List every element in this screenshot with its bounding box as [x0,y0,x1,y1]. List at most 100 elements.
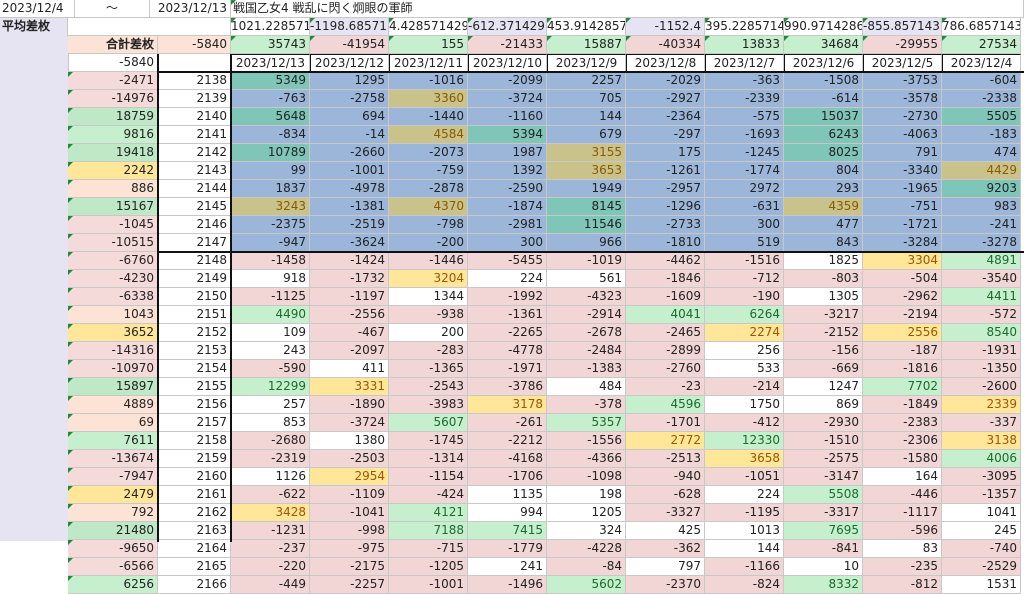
daily-value-cell[interactable]: -214 [705,378,784,396]
daily-value-cell[interactable]: 8025 [784,144,863,162]
daily-value-cell[interactable]: -1890 [310,396,389,414]
daily-value-cell[interactable]: -2678 [547,324,626,342]
daily-value-cell[interactable]: -1810 [626,234,705,252]
daily-value-cell[interactable]: -1721 [863,216,942,234]
daily-value-cell[interactable]: 1825 [784,252,863,270]
daily-value-cell[interactable]: -1508 [784,72,863,90]
row-sum-cell[interactable]: 69 [68,414,158,432]
daily-value-cell[interactable]: 4370 [389,198,468,216]
daily-value-cell[interactable]: 6243 [784,126,863,144]
daily-value-cell[interactable]: -1609 [626,288,705,306]
average-cell[interactable]: 395.2285714 [705,18,784,36]
daily-value-cell[interactable]: 966 [547,234,626,252]
total-label[interactable]: 合計差枚 [68,36,158,54]
daily-value-cell[interactable]: -998 [310,522,389,540]
average-cell[interactable]: 990.9714286 [784,18,863,36]
daily-value-cell[interactable]: -1361 [468,306,547,324]
average-cell[interactable]: -1198.68571 [310,18,389,36]
daily-value-cell[interactable]: -2099 [468,72,547,90]
daily-value-cell[interactable]: 5508 [784,486,863,504]
daily-value-cell[interactable]: -3540 [942,270,1021,288]
daily-value-cell[interactable]: -1098 [547,468,626,486]
daily-value-cell[interactable]: -940 [626,468,705,486]
daily-value-cell[interactable]: -622 [231,486,310,504]
daily-value-cell[interactable]: -2383 [863,414,942,432]
row-sum-cell[interactable]: -14316 [68,342,158,360]
daily-value-cell[interactable]: -1779 [468,540,547,558]
daily-value-cell[interactable]: -2338 [942,90,1021,108]
daily-value-cell[interactable]: -4978 [310,180,389,198]
daily-value-cell[interactable]: 474 [942,144,1021,162]
average-cell[interactable]: -612.371429 [468,18,547,36]
daily-value-cell[interactable]: -3095 [942,468,1021,486]
total-cell[interactable]: 34684 [784,36,863,54]
row-sum-cell[interactable]: -4230 [68,270,158,288]
date-header[interactable]: 2023/12/10 [468,54,547,72]
daily-value-cell[interactable]: -1516 [705,252,784,270]
daily-value-cell[interactable]: 1126 [231,468,310,486]
daily-value-cell[interactable]: -2957 [626,180,705,198]
daily-value-cell[interactable]: 245 [942,522,1021,540]
daily-value-cell[interactable]: 8540 [942,324,1021,342]
daily-value-cell[interactable]: 5505 [942,108,1021,126]
daily-value-cell[interactable]: -1849 [863,396,942,414]
daily-value-cell[interactable]: -2556 [310,306,389,324]
daily-value-cell[interactable]: 2772 [626,432,705,450]
daily-value-cell[interactable]: 477 [784,216,863,234]
daily-value-cell[interactable]: -1774 [705,162,784,180]
daily-value-cell[interactable]: -1701 [626,414,705,432]
daily-value-cell[interactable]: -1556 [547,432,626,450]
row-sum-cell[interactable]: -6760 [68,252,158,270]
daily-value-cell[interactable]: -261 [468,414,547,432]
daily-value-cell[interactable]: 1531 [942,576,1021,594]
daily-value-cell[interactable]: 5602 [547,576,626,594]
daily-value-cell[interactable]: -2097 [310,342,389,360]
start-date-cell[interactable]: 2023/12/4 [0,0,75,18]
daily-value-cell[interactable]: 9203 [942,180,1021,198]
daily-value-cell[interactable]: -572 [942,306,1021,324]
total-cell[interactable]: -41954 [310,36,389,54]
average-cell[interactable]: -855.857143 [863,18,942,36]
daily-value-cell[interactable]: -220 [231,558,310,576]
daily-value-cell[interactable]: 1041 [942,504,1021,522]
daily-value-cell[interactable]: 1247 [784,378,863,396]
daily-value-cell[interactable]: 257 [231,396,310,414]
daily-value-cell[interactable]: -740 [942,540,1021,558]
daily-value-cell[interactable]: -446 [863,486,942,504]
daily-value-cell[interactable]: 300 [705,216,784,234]
row-sum-cell[interactable]: 9816 [68,126,158,144]
daily-value-cell[interactable]: 694 [310,108,389,126]
daily-value-cell[interactable]: -2503 [310,450,389,468]
daily-value-cell[interactable]: -812 [863,576,942,594]
daily-value-cell[interactable]: -2878 [389,180,468,198]
daily-value-cell[interactable]: -5455 [468,252,547,270]
daily-value-cell[interactable]: 5648 [231,108,310,126]
daily-value-cell[interactable]: 4411 [942,288,1021,306]
daily-value-cell[interactable]: -2073 [389,144,468,162]
row-sum-cell[interactable]: 15897 [68,378,158,396]
daily-value-cell[interactable]: -1245 [705,144,784,162]
daily-value-cell[interactable]: -1440 [389,108,468,126]
daily-value-cell[interactable]: 12330 [705,432,784,450]
daily-value-cell[interactable]: 8145 [547,198,626,216]
daily-value-cell[interactable]: 175 [626,144,705,162]
row-sum-cell[interactable]: 2479 [68,486,158,504]
daily-value-cell[interactable]: -3217 [784,306,863,324]
daily-value-cell[interactable]: -628 [626,486,705,504]
machine-id-cell[interactable]: 2154 [158,360,231,378]
daily-value-cell[interactable]: -1458 [231,252,310,270]
daily-value-cell[interactable]: -2529 [942,558,1021,576]
daily-value-cell[interactable]: -3284 [863,234,942,252]
daily-value-cell[interactable]: -3317 [784,504,863,522]
daily-value-cell[interactable]: -712 [705,270,784,288]
daily-value-cell[interactable]: 869 [784,396,863,414]
daily-value-cell[interactable]: 293 [784,180,863,198]
avg-blank[interactable] [68,18,231,36]
daily-value-cell[interactable]: -1510 [784,432,863,450]
daily-value-cell[interactable]: -763 [231,90,310,108]
daily-value-cell[interactable]: -2733 [626,216,705,234]
daily-value-cell[interactable]: -1350 [942,360,1021,378]
daily-value-cell[interactable]: -2730 [863,108,942,126]
daily-value-cell[interactable]: 109 [231,324,310,342]
daily-value-cell[interactable]: 1987 [468,144,547,162]
